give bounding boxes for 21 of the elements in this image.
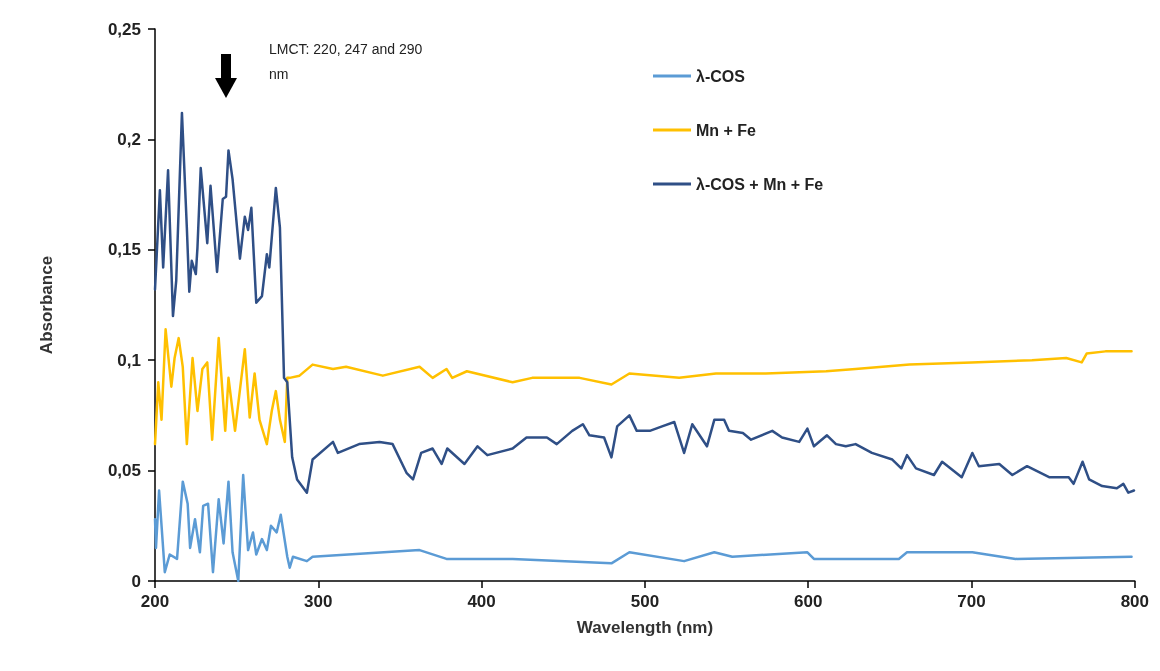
legend-label: Mn + Fe [696, 121, 757, 139]
y-tick-label: 0,05 [107, 461, 141, 481]
y-tick-label: 0 [131, 571, 141, 591]
x-tick-label: 500 [630, 592, 660, 611]
legend-label: λ-COS + Mn + Fe [696, 175, 824, 193]
x-tick-label: 400 [467, 592, 496, 611]
y-axis-title: Absorbance [37, 255, 56, 355]
line-series [153, 111, 1136, 494]
x-tick-label: 300 [304, 592, 333, 611]
y-tick-label: 0,1 [117, 350, 141, 370]
line-series [153, 328, 1133, 446]
x-axis-title: Wavelength (nm) [576, 618, 714, 637]
x-tick-label: 800 [1120, 592, 1150, 611]
x-tick-label: 600 [794, 592, 823, 611]
y-tick-label: 0,15 [107, 240, 141, 260]
y-tick-label: 0,25 [107, 19, 141, 39]
legend-label: λ-COS [696, 67, 746, 85]
y-tick-label: 0,2 [117, 129, 141, 149]
annotation: LMCT: 220, 247 and 290 nm [269, 40, 427, 82]
x-tick-label: 700 [957, 592, 986, 611]
x-tick-label: 200 [140, 592, 170, 611]
